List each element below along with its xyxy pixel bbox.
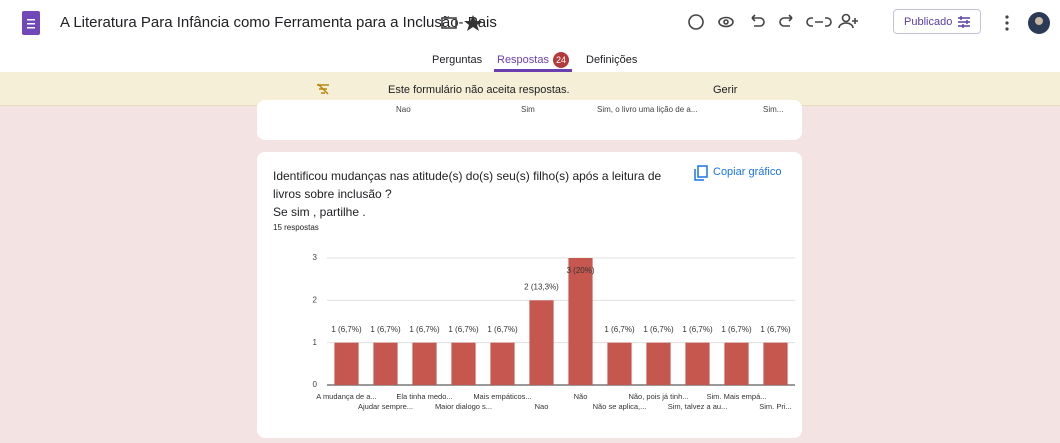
- value-label: 1 (6,7%): [370, 325, 401, 334]
- x-tick-label: Sim. Pri...: [759, 402, 792, 411]
- y-tick-label: 1: [313, 338, 318, 347]
- y-tick-label: 3: [313, 253, 318, 262]
- value-label: 1 (6,7%): [643, 325, 674, 334]
- value-label: 1 (6,7%): [604, 325, 635, 334]
- value-label: 1 (6,7%): [682, 325, 713, 334]
- value-label: 1 (6,7%): [448, 325, 479, 334]
- value-label: 1 (6,7%): [760, 325, 791, 334]
- chart: 0 1 2 3 1 (6,7%) A mudança de a... 1 (6,7%) Aju…: [0, 0, 1060, 443]
- bar: [568, 258, 592, 385]
- x-tick-label: Ajudar sempre...: [358, 402, 413, 411]
- x-tick-label: Sim, talvez a au...: [668, 402, 728, 411]
- x-tick-label: Ela tinha medo...: [396, 392, 452, 401]
- y-tick-label: 0: [313, 380, 318, 389]
- bar: [412, 343, 436, 385]
- bar: [373, 343, 397, 385]
- x-tick-label: Nao: [535, 402, 549, 411]
- value-label: 1 (6,7%): [331, 325, 362, 334]
- bar: [490, 343, 514, 385]
- value-label: 1 (6,7%): [409, 325, 440, 334]
- page: A Literatura Para Infância como Ferramen…: [0, 0, 1060, 443]
- bar: [646, 343, 670, 385]
- bar: [685, 343, 709, 385]
- x-tick-label: Sim. Mais empá...: [706, 392, 766, 401]
- x-tick-label: A mudança de a...: [316, 392, 376, 401]
- x-tick-label: Não: [574, 392, 588, 401]
- y-tick-label: 2: [313, 295, 318, 304]
- value-label: 3 (20%): [566, 266, 594, 275]
- bar: [334, 343, 358, 385]
- bar: [607, 343, 631, 385]
- bar: [724, 343, 748, 385]
- bar: [451, 343, 475, 385]
- value-label: 1 (6,7%): [487, 325, 518, 334]
- value-label: 1 (6,7%): [721, 325, 752, 334]
- bar: [763, 343, 787, 385]
- x-tick-label: Mais empáticos...: [473, 392, 531, 401]
- x-tick-label: Não se aplica,...: [593, 402, 647, 411]
- x-tick-label: Maior dialogo s...: [435, 402, 492, 411]
- bar: [529, 300, 553, 385]
- x-tick-label: Não, pois já tinh...: [628, 392, 688, 401]
- value-label: 2 (13,3%): [524, 282, 559, 291]
